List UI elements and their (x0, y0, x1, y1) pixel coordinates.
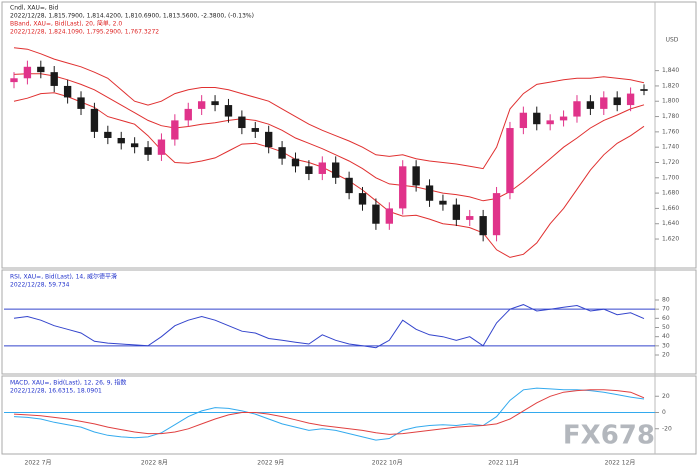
y-tick-label: 1,840 (662, 67, 679, 74)
overlay-title: BBand, XAU=, Bid(Last), 20, 简单, 2.0 (10, 20, 122, 28)
candle-body (305, 166, 313, 174)
y-tick-label: 1,740 (662, 144, 679, 151)
y-tick-label: 20 (662, 352, 670, 359)
candle-body (37, 66, 45, 73)
y-tick-label: 80 (662, 297, 670, 304)
y-tick-label: 1,660 (662, 205, 679, 212)
y-axis-label: USD (666, 37, 679, 44)
line (13, 73, 645, 202)
candle-body (600, 97, 608, 109)
candle-body (586, 101, 595, 109)
panel-title: RSI, XAU=, Bid(Last), 14, 威尔德平滑 (10, 273, 117, 281)
candle-body (479, 216, 487, 236)
x-tick-label: 2022 8月 (141, 460, 168, 467)
y-tick-label: 30 (662, 342, 670, 349)
candle-body (332, 162, 340, 178)
candle-body (559, 116, 568, 121)
candle-body (224, 105, 233, 117)
line (13, 387, 645, 441)
candle-body (466, 216, 474, 220)
candle-body (265, 131, 273, 148)
candle-body (251, 128, 259, 132)
line (13, 47, 645, 170)
y-tick-label: 20 (662, 393, 670, 400)
candle-body (506, 128, 514, 194)
candle-body (291, 158, 300, 167)
rsi-panel (1, 269, 697, 375)
y-tick-label: 1,820 (662, 82, 679, 89)
panel-title: MACD, XAU=, Bid(Last), 12, 26, 9, 指数 (10, 379, 126, 387)
candle-body (412, 166, 420, 186)
candle-body (399, 166, 407, 209)
candle-body (318, 162, 326, 174)
y-tick-label: 1,800 (662, 98, 679, 105)
y-tick-label: 1,760 (662, 128, 679, 135)
candle-body (211, 101, 219, 106)
candle-body (492, 193, 501, 236)
y-tick-label: 1,620 (662, 236, 679, 243)
y-tick-label: 70 (662, 306, 670, 313)
candle-body (358, 193, 367, 205)
candle-body (573, 101, 581, 117)
candle-body (63, 85, 72, 98)
y-tick-label: 0 (662, 409, 666, 416)
y-tick-label: 1,700 (662, 174, 679, 181)
candle-body (439, 200, 447, 205)
x-tick-label: 2022 7月 (25, 460, 52, 467)
y-tick-label: 40 (662, 333, 670, 340)
candle-body (238, 116, 246, 129)
y-tick-label: 50 (662, 324, 670, 331)
candle-body (640, 89, 648, 91)
candle-body (385, 208, 393, 224)
panel-subtitle: 2022/12/28, 59.734 (10, 282, 70, 289)
x-tick-label: 2022 9月 (257, 460, 284, 467)
candle-body (345, 177, 353, 194)
candle-body (546, 120, 554, 125)
price-panel (1, 1, 697, 269)
panel-subtitle: 2022/12/28, 16.6315, 18.0901 (10, 388, 102, 395)
candle-body (144, 147, 152, 155)
candle-body (77, 97, 85, 109)
line (13, 92, 645, 258)
candle-body (90, 108, 99, 132)
y-tick-label: -20 (662, 425, 672, 432)
overlay-subtitle: 2022/12/28, 1,824.1090, 1,795.2900, 1,76… (10, 29, 159, 36)
candle-body (278, 147, 286, 159)
panel-title: Cndl, XAU=, Bid (10, 5, 59, 12)
candle-body (197, 101, 206, 109)
candle-body (372, 204, 380, 224)
candle-body (23, 66, 32, 79)
candle-body (184, 108, 192, 121)
candle-body (104, 131, 112, 138)
line (13, 389, 645, 435)
candle-body (613, 97, 621, 106)
candle-body (10, 78, 18, 83)
watermark: FX678 (563, 421, 655, 451)
line (13, 304, 645, 349)
y-tick-label: 60 (662, 315, 670, 322)
candle-body (117, 137, 125, 144)
candle-body (50, 72, 58, 86)
candle-body (626, 93, 635, 106)
x-tick-label: 2022 11月 (488, 460, 519, 467)
panel-subtitle: 2022/12/28, 1,815.7900, 1,814.4200, 1,81… (10, 13, 254, 20)
x-tick-label: 2022 12月 (605, 460, 636, 467)
candle-body (519, 112, 528, 129)
candle-body (425, 185, 434, 201)
y-tick-label: 1,720 (662, 159, 679, 166)
candle-body (452, 204, 461, 220)
candle-body (157, 139, 166, 155)
candle-body (171, 120, 179, 140)
y-tick-label: 1,640 (662, 220, 679, 227)
y-tick-label: 1,780 (662, 113, 679, 120)
macd-panel (1, 375, 697, 455)
x-tick-label: 2022 10月 (372, 460, 403, 467)
candle-body (533, 112, 541, 125)
y-tick-label: 1,680 (662, 190, 679, 197)
candle-body (130, 143, 139, 148)
